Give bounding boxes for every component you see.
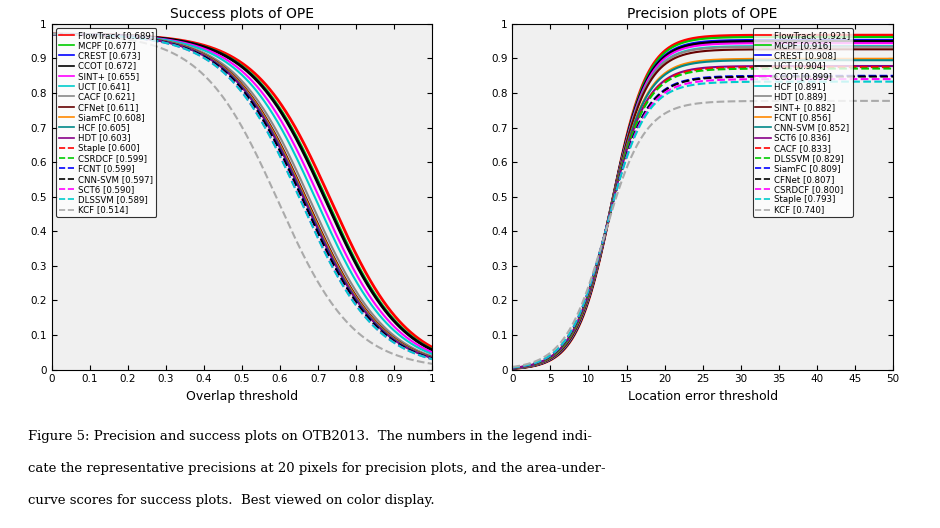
Title: Precision plots of OPE: Precision plots of OPE (628, 7, 777, 21)
Text: Figure 5: Precision and success plots on OTB2013.  The numbers in the legend ind: Figure 5: Precision and success plots on… (28, 430, 592, 444)
Text: curve scores for success plots.  Best viewed on color display.: curve scores for success plots. Best vie… (28, 494, 435, 507)
Legend: FlowTrack [0.689], MCPF [0.677], CREST [0.673], CCOT [0.672], SINT+ [0.655], UCT: FlowTrack [0.689], MCPF [0.677], CREST [… (56, 28, 156, 217)
Title: Success plots of OPE: Success plots of OPE (170, 7, 314, 21)
X-axis label: Overlap threshold: Overlap threshold (186, 390, 298, 403)
X-axis label: Location error threshold: Location error threshold (628, 390, 777, 403)
Legend: FlowTrack [0.921], MCPF [0.916], CREST [0.908], UCT [0.904], CCOT [0.899], HCF [: FlowTrack [0.921], MCPF [0.916], CREST [… (753, 28, 853, 217)
Text: cate the representative precisions at 20 pixels for precision plots, and the are: cate the representative precisions at 20… (28, 462, 605, 475)
